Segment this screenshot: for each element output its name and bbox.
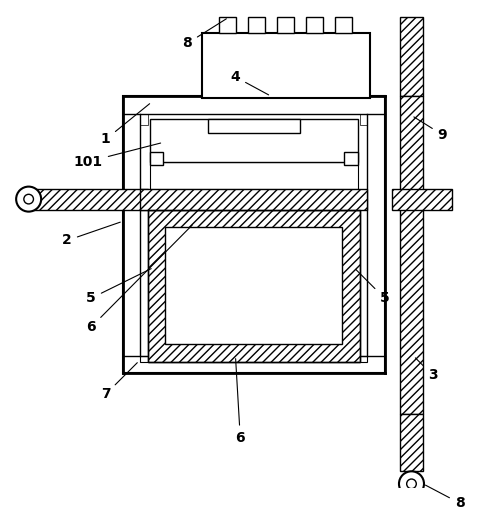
- Bar: [148, 210, 360, 361]
- Bar: [400, 17, 423, 96]
- Text: 9: 9: [414, 117, 447, 141]
- Bar: [277, 17, 294, 33]
- Bar: [400, 414, 423, 472]
- Bar: [207, 119, 300, 133]
- Text: 4: 4: [231, 70, 269, 95]
- Circle shape: [399, 472, 424, 496]
- Bar: [150, 119, 358, 162]
- Bar: [123, 96, 384, 373]
- Bar: [248, 17, 265, 33]
- Bar: [29, 189, 148, 210]
- Text: 7: 7: [101, 363, 137, 402]
- Bar: [150, 152, 164, 165]
- Text: 1: 1: [101, 104, 150, 147]
- Text: 8: 8: [182, 19, 226, 50]
- Circle shape: [407, 479, 416, 489]
- Bar: [334, 17, 352, 33]
- Circle shape: [16, 187, 41, 211]
- Bar: [202, 33, 370, 98]
- Bar: [400, 96, 423, 414]
- Circle shape: [24, 194, 34, 204]
- Bar: [140, 114, 148, 125]
- Bar: [165, 227, 342, 344]
- Text: 6: 6: [86, 225, 192, 334]
- Bar: [344, 152, 358, 165]
- Text: 8: 8: [425, 485, 464, 507]
- Bar: [392, 189, 452, 210]
- Bar: [148, 210, 360, 361]
- Text: 101: 101: [74, 143, 161, 169]
- Text: 5: 5: [356, 269, 389, 305]
- Text: 5: 5: [86, 269, 151, 305]
- Bar: [150, 162, 358, 189]
- Text: 3: 3: [415, 358, 438, 382]
- Text: 6: 6: [236, 358, 245, 445]
- Bar: [306, 17, 323, 33]
- Bar: [140, 189, 367, 210]
- Bar: [360, 114, 367, 125]
- Bar: [140, 356, 367, 361]
- Bar: [219, 17, 237, 33]
- Text: 2: 2: [62, 222, 121, 247]
